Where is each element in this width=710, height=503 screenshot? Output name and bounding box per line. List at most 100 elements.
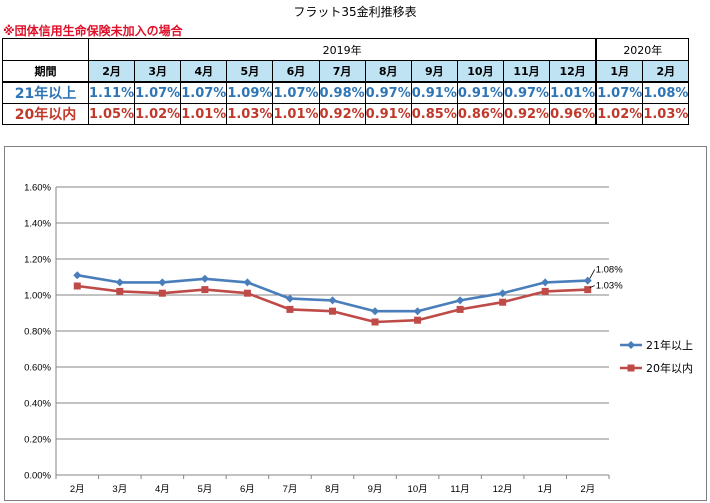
legend-marker: [627, 341, 635, 349]
row-label-over-21: 21年以上: [2, 81, 89, 104]
page-title: フラット35金利推移表: [293, 5, 417, 19]
rate-cell: 0.92%: [502, 103, 551, 125]
y-tick-label: 0.60%: [24, 363, 51, 374]
y-tick-label: 0.00%: [24, 471, 51, 482]
data-point-diamond: [200, 274, 209, 283]
month-header: 12月: [549, 60, 597, 83]
data-point-square: [584, 286, 592, 294]
x-tick-label: 2月: [580, 484, 595, 495]
year-2020-header: 2020年: [595, 38, 690, 61]
x-tick-label: 6月: [240, 484, 255, 495]
rate-cell: 0.86%: [456, 103, 504, 125]
end-label-leader: [589, 269, 596, 279]
month-header: 5月: [226, 60, 274, 83]
rate-cell: 0.97%: [364, 81, 412, 104]
month-header: 6月: [272, 60, 320, 83]
rate-cell: 0.92%: [318, 103, 366, 125]
x-tick-label: 7月: [283, 484, 298, 495]
legend-label: 21年以上: [646, 338, 693, 352]
data-point-square: [499, 298, 507, 306]
rate-cell: 1.02%: [134, 103, 182, 125]
data-point-square: [456, 305, 464, 313]
year-2019-header: 2019年: [88, 38, 597, 61]
month-header: 9月: [410, 60, 458, 83]
x-tick-label: 3月: [112, 484, 127, 495]
rates-table: 2019年 2020年 期間 2月 3月 4月 5月 6月 7月 8月 9月 1…: [2, 38, 690, 125]
data-point-diamond: [115, 278, 124, 287]
table-row: 21年以上 1.11% 1.07% 1.07% 1.09% 1.07% 0.98…: [2, 81, 690, 104]
y-tick-label: 0.40%: [24, 399, 51, 410]
month-header: 3月: [134, 60, 182, 83]
month-header: 7月: [318, 60, 366, 83]
data-point-square: [371, 318, 379, 326]
month-header: 1月: [595, 60, 644, 83]
month-header: 4月: [180, 60, 228, 83]
data-point-diamond: [243, 278, 252, 287]
data-point-square: [414, 316, 422, 324]
month-header: 2月: [87, 60, 136, 83]
period-label: 期間: [2, 60, 89, 83]
y-tick-label: 0.80%: [24, 327, 51, 338]
rate-cell: 1.02%: [595, 103, 644, 125]
data-point-diamond: [371, 307, 380, 316]
rate-cell: 1.01%: [272, 103, 320, 125]
legend-marker: [627, 364, 635, 372]
rate-cell: 1.01%: [549, 81, 597, 104]
rate-cell: 1.03%: [226, 103, 274, 125]
row-label-under-20: 20年以内: [2, 103, 89, 125]
data-point-square: [116, 287, 124, 295]
data-point-diamond: [73, 271, 82, 280]
data-point-square: [329, 307, 336, 315]
y-tick-label: 1.20%: [24, 255, 51, 266]
rate-cell: 1.09%: [226, 81, 274, 104]
chart-area: 0.00% 0.20% 0.40% 0.60% 0.80% 1.00% 1.20% 1.40%…: [4, 146, 707, 501]
rate-cell: 1.08%: [642, 81, 690, 104]
rate-cell: 1.07%: [134, 81, 182, 104]
data-point-square: [243, 289, 251, 297]
table-month-row: 期間 2月 3月 4月 5月 6月 7月 8月 9月 10月 11月 12月 1…: [2, 60, 690, 83]
rate-cell: 0.91%: [410, 81, 458, 104]
y-tick-label: 1.00%: [24, 291, 51, 302]
rate-cell: 0.85%: [410, 103, 458, 125]
data-point-diamond: [541, 278, 550, 287]
rate-cell: 0.97%: [502, 81, 551, 104]
data-point-diamond: [285, 294, 294, 303]
data-point-square: [541, 287, 549, 295]
data-point-diamond: [413, 307, 422, 316]
rate-cell: 1.03%: [642, 103, 690, 125]
rate-cell: 1.01%: [180, 103, 228, 125]
data-point-square: [73, 282, 81, 290]
data-point-diamond: [158, 278, 167, 287]
month-header: 11月: [502, 60, 551, 83]
y-tick-label: 0.20%: [24, 435, 51, 446]
rate-cell: 0.91%: [364, 103, 412, 125]
rate-cell: 1.07%: [180, 81, 228, 104]
line-chart: 0.00% 0.20% 0.40% 0.60% 0.80% 1.00% 1.20% 1.40%…: [24, 183, 693, 496]
x-tick-label: 12月: [493, 484, 513, 495]
end-value-label: 1.08%: [596, 265, 623, 276]
x-tick-label: 1月: [538, 484, 553, 495]
table-year-row: 2019年 2020年: [2, 38, 690, 61]
table-corner-cell: [2, 38, 89, 61]
table-row: 20年以内 1.05% 1.02% 1.01% 1.03% 1.01% 0.92…: [2, 103, 690, 125]
y-tick-label: 1.40%: [24, 219, 51, 230]
rate-cell: 1.11%: [87, 81, 136, 104]
x-tick-label: 2月: [70, 484, 85, 495]
x-tick-label: 9月: [368, 484, 383, 495]
rate-cell: 0.91%: [456, 81, 504, 104]
x-tick-label: 11月: [450, 484, 469, 495]
end-label-leader: [589, 285, 595, 288]
end-value-label: 1.03%: [596, 281, 623, 292]
data-point-diamond: [456, 296, 465, 305]
note-text: ※団体信用生命保険未加入の場合: [3, 24, 183, 38]
x-tick-label: 8月: [325, 484, 340, 495]
x-tick-label: 5月: [197, 484, 212, 495]
legend-label: 20年以内: [646, 361, 693, 375]
x-tick-label: 4月: [155, 484, 170, 495]
data-point-square: [286, 305, 294, 313]
rate-cell: 0.96%: [549, 103, 597, 125]
rate-cell: 1.07%: [272, 81, 320, 104]
rate-cell: 1.07%: [595, 81, 644, 104]
rate-cell: 1.05%: [87, 103, 136, 125]
rate-cell: 0.98%: [318, 81, 366, 104]
